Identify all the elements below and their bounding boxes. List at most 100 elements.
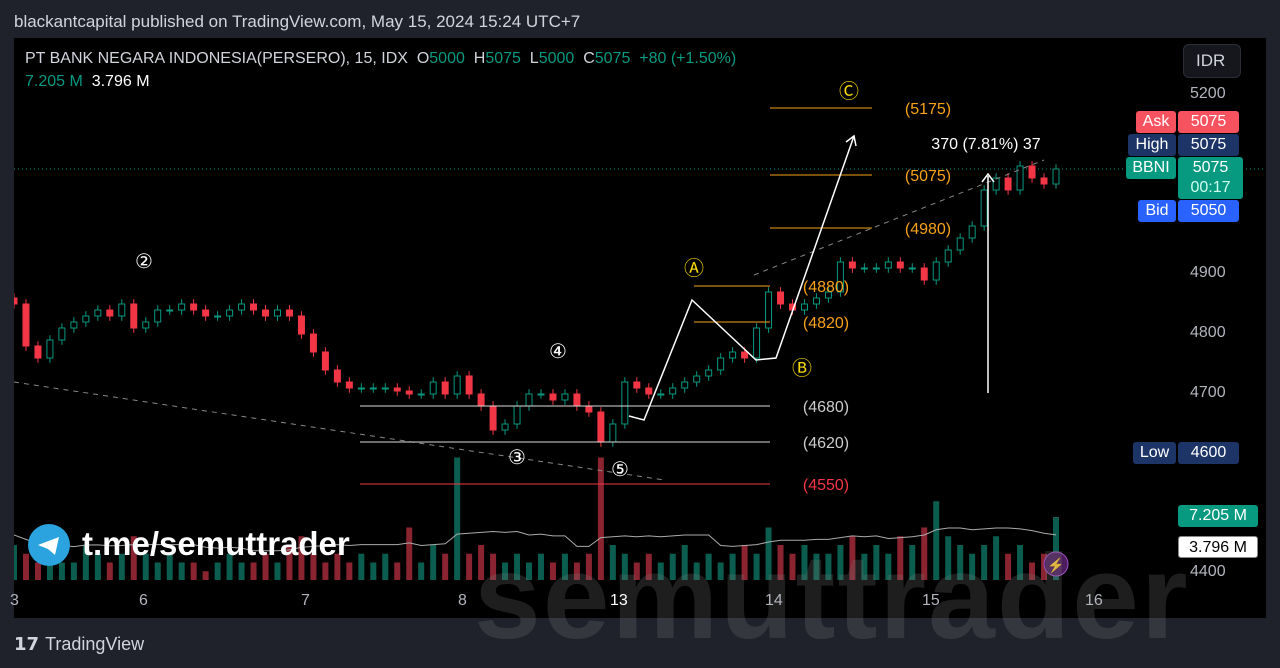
volume-bar (94, 553, 101, 580)
volume-bar (166, 553, 173, 580)
candle-body (717, 357, 725, 371)
candle-body (657, 393, 665, 396)
telegram-link: t.me/semuttrader (82, 525, 350, 562)
volume-bar (478, 545, 485, 580)
volume-bar (789, 553, 796, 580)
currency-button[interactable]: IDR (1183, 44, 1241, 78)
time-tick: 16 (1085, 592, 1103, 609)
volume-bar (609, 545, 616, 580)
wave-label: Ⓒ (839, 80, 859, 103)
candle-body (94, 309, 102, 317)
high-value: 5075 (485, 50, 521, 67)
candle-body (1016, 165, 1024, 191)
candle-body (645, 387, 653, 395)
volume-bar (346, 562, 353, 580)
measure-label: 370 (7.81%) 37 (931, 136, 1041, 153)
volume-bar (238, 562, 245, 580)
candle-body (1052, 168, 1060, 185)
candle-body (70, 321, 78, 329)
change-value: +80 (+1.50%) (639, 50, 737, 67)
low-label: L (529, 50, 539, 67)
chart-area[interactable]: (5175) (5075) (4980) (4880) (4820) (4680) (462… (14, 38, 1266, 664)
last-price: 5075 00:17 (1178, 157, 1243, 199)
candle-body (333, 369, 341, 383)
candle-body (513, 405, 521, 425)
volume-bar (1005, 553, 1012, 580)
volume-bar (573, 562, 580, 580)
volume-bar (921, 527, 928, 580)
volume-bar (46, 553, 53, 580)
candle-body (393, 387, 401, 392)
arrow-head-icon (845, 134, 857, 147)
ask-price: 5075 (1178, 111, 1239, 133)
volume-bar (514, 553, 521, 580)
candle-body (681, 381, 689, 389)
low-value: 5000 (538, 50, 575, 67)
candle-body (621, 381, 629, 425)
price-tick: 4800 (1190, 324, 1226, 341)
symbol-legend: PT BANK NEGARA INDONESIA(PERSERO), 15, I… (25, 50, 736, 68)
candle-body (525, 393, 533, 407)
volume-bar (466, 553, 473, 580)
candle-body (154, 309, 162, 323)
candle-body (753, 327, 761, 359)
volume-bar (777, 545, 784, 580)
close-value: 5075 (594, 50, 631, 67)
open-label: O (416, 50, 430, 67)
volume-bar (717, 562, 724, 580)
candle-body (741, 351, 749, 359)
volume-bar (70, 562, 77, 580)
volume-bar (801, 545, 808, 580)
candle-body (321, 351, 329, 371)
volume-bar (849, 536, 856, 580)
chart-canvas: (5175) (5075) (4980) (4880) (4820) (4680) (462… (14, 80, 1266, 580)
candle-body (489, 405, 497, 431)
candle-body (980, 189, 988, 227)
candle-body (920, 267, 928, 281)
level-label: (4880) (803, 279, 849, 296)
volume-bar (993, 536, 1000, 580)
level-label: (4680) (803, 399, 849, 416)
candle-body (1040, 177, 1048, 185)
volume-bar (825, 553, 832, 580)
candle-body (82, 315, 90, 323)
high-price: 5075 (1178, 134, 1239, 156)
bid-price: 5050 (1178, 200, 1239, 222)
tradingview-wordmark: TradingView (45, 634, 145, 654)
volume-bar (502, 562, 509, 580)
volume-bar (885, 553, 892, 580)
candle-body (405, 390, 413, 395)
candle-body (250, 303, 258, 311)
publish-info: blackantcapital published on TradingView… (14, 12, 581, 31)
candle-body (214, 315, 222, 318)
volume-bar (490, 553, 497, 580)
level-label: (4550) (803, 477, 849, 494)
volume-bar (14, 545, 17, 580)
volume-bar (214, 562, 221, 580)
volume-bar (526, 562, 533, 580)
candle-body (273, 309, 281, 317)
candle-body (262, 309, 270, 317)
volume-bar (705, 553, 712, 580)
candle-body (309, 333, 317, 353)
tradingview-logo[interactable]: 𝟭𝟳 TradingView (14, 634, 144, 655)
candle-body (537, 393, 545, 396)
open-value: 5000 (429, 50, 465, 67)
volume-bar (310, 553, 317, 580)
low-price: 4600 (1178, 442, 1239, 464)
volume-bar (262, 553, 269, 580)
symbol-name: PT BANK NEGARA INDONESIA(PERSERO), 15, I… (25, 50, 408, 67)
volume-bar (178, 562, 185, 580)
low-label: Low (1133, 442, 1176, 464)
volume-bar (669, 553, 676, 580)
volume-bar (82, 545, 89, 580)
price-tick: 4700 (1190, 384, 1226, 401)
candle-body (1004, 177, 1012, 191)
volume-bar (286, 545, 293, 580)
candle-body (238, 303, 246, 311)
candle-body (944, 249, 952, 263)
volume-bar (741, 545, 748, 580)
volume-bar (753, 553, 760, 580)
candle-body (297, 315, 305, 335)
wave-label: Ⓑ (792, 357, 812, 380)
